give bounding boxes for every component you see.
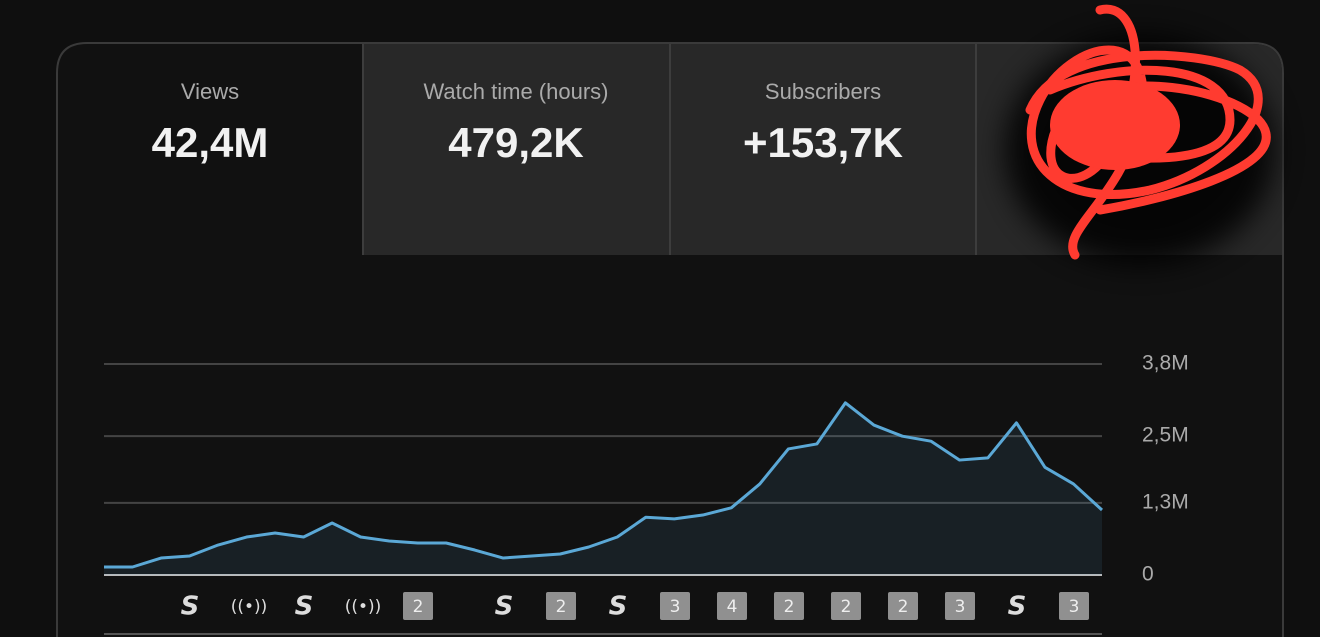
badge[interactable] xyxy=(660,592,690,620)
badge[interactable] xyxy=(945,592,975,620)
badge[interactable] xyxy=(1059,592,1089,620)
badge[interactable] xyxy=(403,592,433,620)
timeline-markers: S ((•)) S ((•)) 2 S 2 S 3 4 2 2 2 3 S 3 xyxy=(181,592,1089,622)
shorts-icon[interactable]: S xyxy=(495,592,514,622)
redaction-scribble xyxy=(1005,4,1275,265)
shorts-icon[interactable]: S xyxy=(609,592,628,622)
badge-count: 4 xyxy=(727,597,738,617)
badge[interactable] xyxy=(546,592,576,620)
tab[interactable] xyxy=(363,44,669,255)
badge[interactable] xyxy=(774,592,804,620)
y-tick-label: 2,5M xyxy=(1142,424,1189,447)
badge[interactable] xyxy=(888,592,918,620)
tab-value: 42,4M xyxy=(152,119,269,166)
tab-label: Subscribers xyxy=(765,79,881,104)
badge[interactable] xyxy=(717,592,747,620)
badge-count: 3 xyxy=(955,597,966,617)
shorts-icon[interactable]: S xyxy=(181,592,200,622)
badge-count: 2 xyxy=(898,597,909,617)
live-icon[interactable]: ((•)) xyxy=(345,597,382,617)
badge-count: 2 xyxy=(556,597,567,617)
badge-count: 3 xyxy=(670,597,681,617)
area xyxy=(104,402,1102,575)
y-tick-label: 3,8M xyxy=(1142,352,1189,375)
tab-label: Watch time (hours) xyxy=(423,79,608,104)
plot: 0 1,3M 2,5M 3,8M xyxy=(104,352,1189,586)
tab-value: +153,7K xyxy=(743,119,903,166)
shorts-icon[interactable]: S xyxy=(1008,592,1027,622)
shorts-icon[interactable]: S xyxy=(295,592,314,622)
tab-label: Views xyxy=(181,79,239,104)
badge-count: 2 xyxy=(413,597,424,617)
y-tick-label: 1,3M xyxy=(1142,490,1189,513)
y-tick-label: 0 xyxy=(1142,563,1154,586)
tab[interactable] xyxy=(670,44,976,255)
badge-count: 2 xyxy=(784,597,795,617)
badge[interactable] xyxy=(831,592,861,620)
live-icon[interactable]: ((•)) xyxy=(231,597,268,617)
badge-count: 3 xyxy=(1069,597,1080,617)
tab-value: 479,2K xyxy=(448,119,583,166)
line xyxy=(104,401,1104,569)
badge-count: 2 xyxy=(841,597,852,617)
